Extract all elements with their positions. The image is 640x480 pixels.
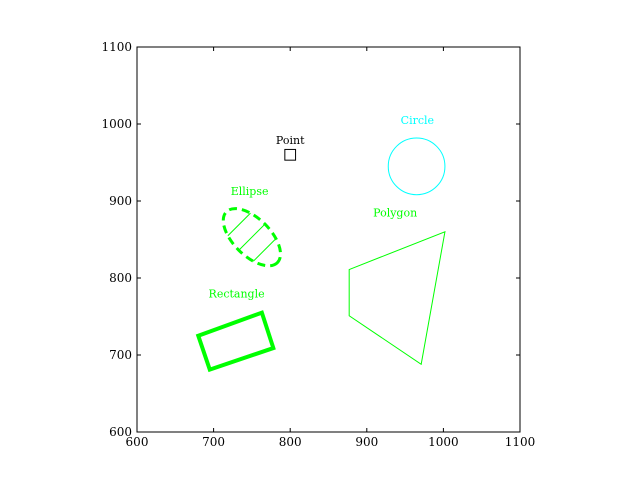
ellipse-hatch-line: [238, 223, 266, 251]
y-tick-label: 1000: [101, 117, 132, 131]
y-tick-label: 700: [109, 348, 132, 362]
polygon-shape: [348, 231, 446, 366]
y-tick-label: 900: [109, 194, 132, 208]
shape-labels: Point Circle Ellipse Polygon Rectangle: [209, 114, 435, 300]
x-tick-label: 900: [355, 435, 378, 449]
circle-shape: [387, 137, 446, 196]
x-tick-label: 700: [202, 435, 225, 449]
x-tick-label: 1100: [505, 435, 536, 449]
ellipse-group: [221, 207, 283, 268]
polygon-label: Polygon: [373, 206, 417, 219]
axis-ticks: 600 700 800 900 1000 1100 600 700 800 900 1000 1100: [101, 40, 535, 449]
ellipse-shape: [221, 207, 283, 268]
rectangle-label: Rectangle: [209, 287, 265, 300]
shapes-layer: [195, 137, 446, 373]
point-marker: [284, 148, 297, 161]
rectangle-shape: [195, 310, 276, 373]
y-tick-label: 600: [109, 425, 132, 439]
ellipse-hatch-line: [252, 238, 277, 262]
plot-background: [137, 47, 520, 432]
circle-label: Circle: [401, 114, 434, 127]
ellipse-label: Ellipse: [231, 185, 269, 198]
x-tick-label: 1000: [428, 435, 459, 449]
y-tick-label: 1100: [101, 40, 132, 54]
point-label: Point: [276, 134, 305, 147]
x-tick-label: 800: [279, 435, 302, 449]
x-tick-label: 600: [126, 435, 149, 449]
ellipse-hatch-line: [227, 212, 251, 237]
y-tick-label: 800: [109, 271, 132, 285]
plot-frame: [136, 46, 521, 433]
